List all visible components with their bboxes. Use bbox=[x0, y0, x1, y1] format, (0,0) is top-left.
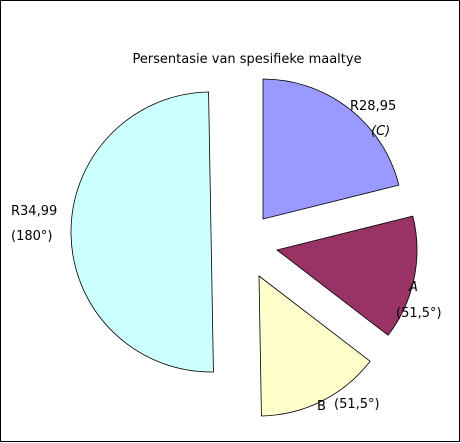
slice-b-angle-label: (51,5°) bbox=[334, 397, 380, 412]
slice-a-category-label: A bbox=[408, 280, 418, 295]
slice-r34-price-label: R34,99 bbox=[11, 204, 57, 219]
slice-a-angle-label: (51,5°) bbox=[396, 306, 442, 321]
slice-a bbox=[276, 215, 418, 336]
slice-r34 bbox=[70, 91, 214, 373]
slice-c-price-label: R28,95 bbox=[350, 99, 396, 114]
chart-title: Persentasie van spesifieke maaltye bbox=[132, 52, 361, 67]
slice-b-category-label: B bbox=[317, 399, 326, 414]
slice-r34-angle-label: (180°) bbox=[11, 229, 52, 244]
slice-c bbox=[262, 78, 400, 220]
slice-b bbox=[258, 275, 371, 417]
pie-slices bbox=[70, 78, 418, 417]
slice-c-category-label: (C) bbox=[371, 124, 390, 139]
